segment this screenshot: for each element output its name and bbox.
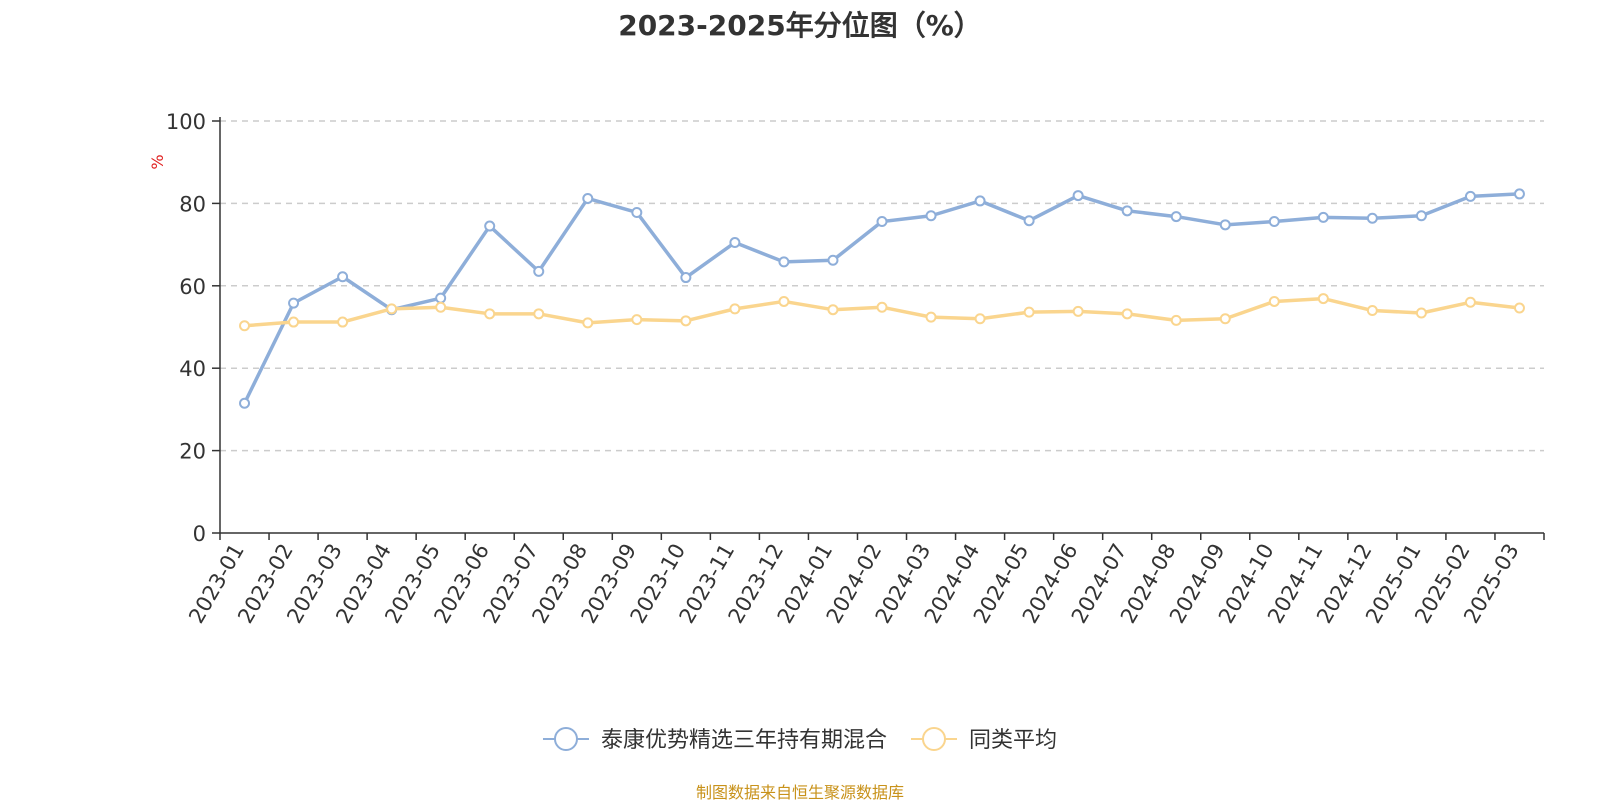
y-tick-label: 60 — [179, 275, 206, 299]
data-point[interactable] — [974, 313, 986, 325]
data-point[interactable] — [1317, 293, 1329, 305]
data-point[interactable] — [680, 272, 692, 284]
legend-item-1[interactable]: 泰康优势精选三年持有期混合 — [542, 727, 887, 753]
y-tick-label: 100 — [166, 110, 206, 134]
data-point[interactable] — [533, 308, 545, 320]
data-point[interactable] — [1219, 313, 1231, 325]
legend-label: 泰康优势精选三年持有期混合 — [601, 728, 887, 753]
series — [239, 188, 1525, 409]
data-point[interactable] — [876, 216, 888, 228]
data-point[interactable] — [631, 206, 643, 218]
data-point[interactable] — [386, 303, 398, 315]
data-point[interactable] — [337, 271, 349, 283]
data-point[interactable] — [729, 303, 741, 315]
data-point[interactable] — [1072, 190, 1084, 202]
legend-marker-icon — [553, 727, 578, 751]
data-point[interactable] — [288, 297, 300, 309]
data-point[interactable] — [533, 265, 545, 277]
data-point[interactable] — [1268, 295, 1280, 307]
data-point[interactable] — [239, 397, 251, 409]
data-point[interactable] — [680, 315, 692, 327]
data-point[interactable] — [631, 314, 643, 326]
data-point[interactable] — [1366, 212, 1378, 224]
data-point[interactable] — [1415, 210, 1427, 222]
data-point[interactable] — [827, 304, 839, 316]
data-point[interactable] — [484, 308, 496, 320]
data-point[interactable] — [1072, 305, 1084, 317]
data-point[interactable] — [1415, 307, 1427, 319]
data-point[interactable] — [1219, 219, 1231, 231]
chart-title: 2023-2025年分位图（%） — [618, 9, 982, 42]
y-tick-label: 80 — [179, 192, 206, 216]
data-point[interactable] — [729, 237, 741, 249]
data-point[interactable] — [582, 192, 594, 204]
data-point[interactable] — [1170, 211, 1182, 223]
data-point[interactable] — [1023, 215, 1035, 227]
data-point[interactable] — [1023, 306, 1035, 318]
legend-marker-icon — [922, 727, 946, 751]
data-point[interactable] — [1513, 188, 1525, 200]
data-point[interactable] — [827, 254, 839, 266]
data-point[interactable] — [1464, 190, 1476, 202]
series-1 — [239, 188, 1525, 409]
data-point[interactable] — [1121, 308, 1133, 320]
data-point[interactable] — [484, 220, 496, 232]
legend-item-2[interactable]: 同类平均 — [911, 727, 1057, 753]
y-axis-label: % — [148, 154, 167, 169]
data-point[interactable] — [239, 320, 251, 332]
data-point[interactable] — [1268, 216, 1280, 228]
y-tick-label: 40 — [179, 357, 206, 381]
data-point[interactable] — [1121, 205, 1133, 217]
data-point[interactable] — [1513, 302, 1525, 314]
data-point[interactable] — [1317, 211, 1329, 223]
data-point[interactable] — [974, 195, 986, 207]
data-point[interactable] — [1366, 305, 1378, 317]
y-tick-label: 20 — [179, 440, 206, 464]
series-2 — [239, 293, 1525, 332]
data-point[interactable] — [925, 311, 937, 323]
data-point[interactable] — [876, 301, 888, 313]
data-point[interactable] — [337, 316, 349, 328]
data-point[interactable] — [1170, 314, 1182, 326]
data-point[interactable] — [582, 317, 594, 329]
data-point[interactable] — [1464, 296, 1476, 308]
data-source-note: 制图数据来自恒生聚源数据库 — [695, 783, 904, 802]
data-point[interactable] — [925, 210, 937, 222]
axes: 0204060801002023-012023-022023-032023-04… — [166, 110, 1545, 627]
grid-lines — [220, 120, 1544, 452]
legend-label: 同类平均 — [969, 728, 1057, 753]
data-point[interactable] — [435, 301, 447, 313]
data-point[interactable] — [435, 292, 447, 304]
data-point[interactable] — [778, 295, 790, 307]
data-point[interactable] — [288, 316, 300, 328]
legend[interactable]: 泰康优势精选三年持有期混合 同类平均 — [542, 727, 1057, 753]
y-tick-label: 0 — [193, 522, 206, 546]
data-point[interactable] — [778, 256, 790, 268]
